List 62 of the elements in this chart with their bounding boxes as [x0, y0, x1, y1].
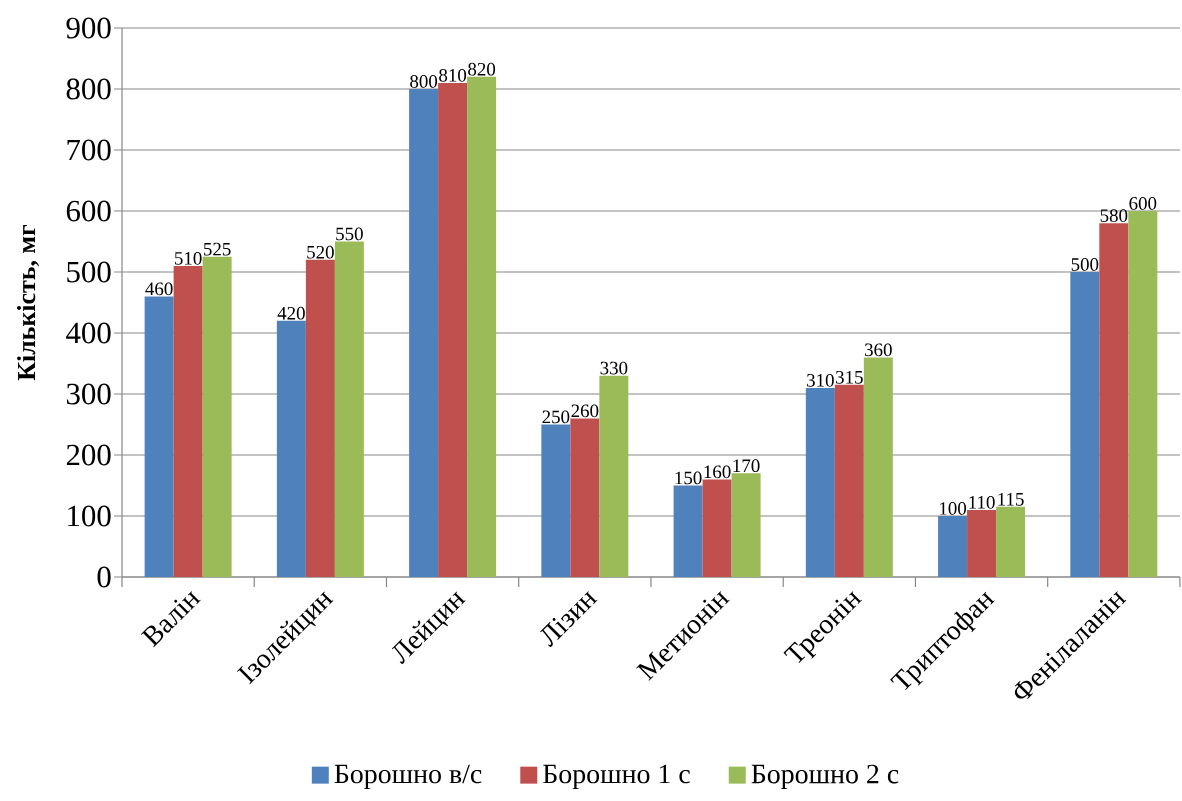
bar — [805, 387, 835, 577]
bar — [541, 424, 571, 577]
y-tick-label: 600 — [66, 200, 111, 222]
bar — [1099, 223, 1129, 577]
data-label: 820 — [468, 62, 496, 76]
bar — [467, 76, 497, 577]
data-label: 250 — [542, 410, 570, 424]
data-label: 500 — [1071, 258, 1099, 271]
bar — [438, 82, 468, 577]
data-label: 525 — [204, 242, 231, 256]
bar — [334, 241, 364, 577]
data-label: 100 — [940, 502, 967, 515]
legend-label: Борошно в/с — [334, 764, 482, 790]
y-axis-title: Кількість, мг — [17, 224, 40, 381]
data-label: 420 — [277, 306, 305, 320]
data-label: 460 — [145, 282, 173, 296]
data-label: 360 — [865, 343, 892, 357]
data-label: 330 — [600, 361, 628, 375]
y-tick-label: 0 — [97, 566, 111, 588]
data-label: 310 — [807, 373, 834, 387]
data-label: 260 — [571, 404, 599, 418]
bar — [173, 265, 203, 577]
bar — [834, 384, 864, 577]
bar — [202, 256, 232, 577]
data-label: 160 — [704, 465, 731, 479]
data-label: 150 — [675, 471, 702, 485]
data-label: 550 — [336, 227, 363, 241]
y-tick-label: 100 — [68, 505, 111, 527]
bar — [702, 479, 732, 577]
legend-label: Борошно 2 с — [751, 764, 899, 790]
bar — [144, 296, 174, 577]
bar — [673, 485, 703, 577]
bar — [599, 375, 629, 577]
data-label: 110 — [969, 495, 995, 509]
legend-label: Борошно 1 с — [543, 764, 690, 790]
data-label: 315 — [836, 370, 863, 384]
bar — [967, 509, 997, 577]
bar — [1128, 211, 1158, 577]
y-tick-label: 400 — [66, 322, 111, 344]
y-tick-label: 200 — [66, 444, 111, 466]
bar — [305, 259, 335, 577]
bar — [731, 473, 761, 577]
y-tick-label: 900 — [66, 17, 111, 39]
bar — [938, 516, 968, 577]
bar — [409, 89, 439, 577]
y-tick-label: 500 — [67, 261, 111, 283]
y-tick-label: 800 — [66, 78, 111, 100]
bar — [996, 506, 1026, 577]
data-label: 510 — [175, 251, 202, 265]
data-label: 800 — [410, 75, 438, 88]
y-tick-label: 300 — [66, 383, 111, 405]
data-label: 580 — [1100, 209, 1128, 223]
bar — [570, 418, 600, 577]
bar — [276, 320, 306, 577]
data-label: 520 — [307, 245, 334, 259]
data-label: 115 — [998, 492, 1024, 506]
bar — [863, 357, 893, 577]
data-label: 170 — [733, 459, 760, 473]
bar — [1070, 272, 1100, 577]
data-label: 600 — [1129, 197, 1157, 210]
y-tick-label: 700 — [67, 139, 111, 161]
data-label: 810 — [439, 68, 467, 82]
